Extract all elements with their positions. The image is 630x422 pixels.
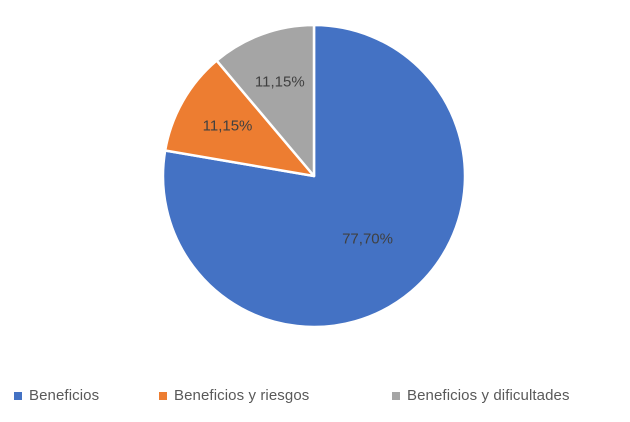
legend-item-beneficios-y-riesgos: Beneficios y riesgos bbox=[159, 387, 309, 404]
legend-label-beneficios: Beneficios bbox=[29, 387, 100, 404]
legend-swatch-beneficios bbox=[14, 391, 22, 400]
legend-swatch-beneficios-y-dificultades bbox=[392, 391, 400, 400]
data-label-beneficios-y-dificultades: 11,15% bbox=[255, 73, 305, 90]
pie-slice-beneficios-y-dificultades bbox=[215, 23, 316, 178]
data-label-beneficios-y-riesgos: 11,15% bbox=[203, 117, 253, 134]
chart-legend: Beneficios Beneficios y riesgos Benefici… bbox=[0, 387, 630, 411]
data-label-beneficios: 77,70% bbox=[342, 230, 393, 247]
pie-chart-canvas: 77,70% 11,15% 11,15% bbox=[161, 23, 467, 329]
legend-label-beneficios-y-riesgos: Beneficios y riesgos bbox=[174, 387, 310, 404]
pie-slice-beneficios-y-riesgos bbox=[163, 59, 316, 178]
legend-swatch-beneficios-y-riesgos bbox=[159, 391, 167, 400]
legend-item-beneficios-y-dificultades: Beneficios y dificultades bbox=[392, 387, 570, 404]
legend-item-beneficios: Beneficios bbox=[14, 387, 99, 404]
legend-label-beneficios-y-dificultades: Beneficios y dificultades bbox=[407, 387, 570, 404]
